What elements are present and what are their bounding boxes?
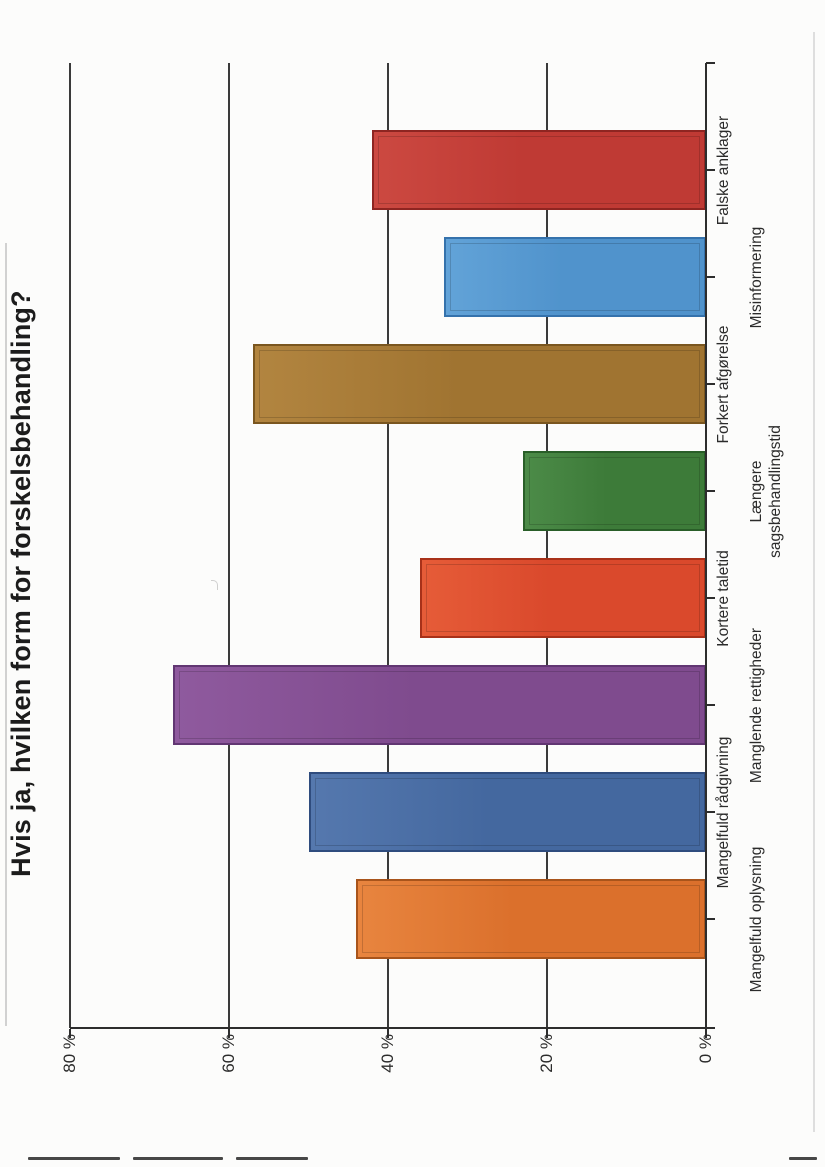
bar-bevel [258, 350, 700, 419]
category-axis-line [705, 63, 707, 1028]
category-axis-tick-0 [706, 1027, 715, 1029]
bar-forkert-afg-relse [252, 344, 706, 425]
category-label-7: Misinformering [747, 168, 766, 388]
bar-mangelfuld-r-dgivning [308, 772, 706, 853]
value-tick-label-40: 40 % [378, 1034, 397, 1073]
category-label-line: Misinformering [748, 226, 765, 329]
bar-bevel [378, 136, 700, 205]
bar-falske-anklager [372, 130, 706, 211]
bar-kortere-taletid [419, 558, 706, 639]
bar-bevel [314, 778, 700, 847]
bar-misinformering [443, 237, 706, 318]
bar-bevel [362, 885, 700, 954]
category-label-line: Mangelfuld rådgivning [715, 736, 732, 889]
bar-bevel [529, 457, 700, 526]
bar-l-ngere-sagsbehandlingstid [523, 451, 706, 532]
category-label-line: sagsbehandlingstid [767, 425, 784, 558]
bar-manglende-rettigheder [173, 665, 706, 746]
category-label-line: Forkert afgørelse [715, 325, 732, 444]
category-label-line: Kortere taletid [715, 550, 732, 647]
gridline-80 [69, 63, 71, 1028]
bar-bevel [179, 671, 700, 740]
category-label-5: Længere sagsbehandlingstid [747, 382, 785, 602]
category-label-6: Forkert afgørelse [714, 275, 733, 495]
bar-bevel [425, 564, 700, 633]
category-label-line: Mangelfuld oplysning [748, 846, 765, 993]
category-label-2: Mangelfuld rådgivning [714, 703, 733, 923]
value-axis-line [70, 1027, 715, 1029]
value-tick-label-20: 20 % [537, 1034, 556, 1073]
category-label-4: Kortere taletid [714, 489, 733, 709]
category-label-3: Manglende rettigheder [747, 596, 766, 816]
category-label-1: Mangelfuld oplysning [747, 810, 766, 1030]
category-label-8: Falske anklager [714, 61, 733, 281]
category-label-line: Manglende rettigheder [748, 627, 765, 784]
category-label-line: Falske anklager [715, 115, 732, 226]
bar-bevel [449, 243, 700, 312]
value-tick-label-0: 0 % [696, 1034, 715, 1064]
gridline-60 [228, 63, 230, 1028]
value-tick-label-80: 80 % [60, 1034, 79, 1073]
value-tick-label-60: 60 % [219, 1034, 238, 1073]
bar-mangelfuld-oplysning [356, 879, 706, 960]
category-label-line: Længere [748, 460, 765, 523]
